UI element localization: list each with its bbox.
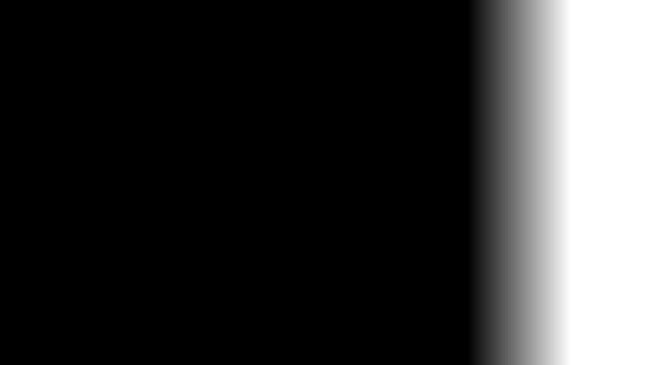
Polygon shape <box>79 135 273 190</box>
Text: Fibres 1 %: Fibres 1 % <box>143 76 233 132</box>
Text: Protéines 81 %: Protéines 81 % <box>374 216 619 309</box>
Text: © vitahoy.ch: © vitahoy.ch <box>6 351 86 361</box>
Polygon shape <box>78 130 468 250</box>
Polygon shape <box>78 192 468 266</box>
Polygon shape <box>188 133 273 190</box>
Text: Distribution de calories: M-Budget Trockenfleisch (Migros): Distribution de calories: M-Budget Trock… <box>13 11 604 29</box>
Polygon shape <box>211 132 273 190</box>
Text: Lipides 17 %: Lipides 17 % <box>55 172 173 236</box>
Text: Glucides 2 %: Glucides 2 % <box>214 124 600 144</box>
